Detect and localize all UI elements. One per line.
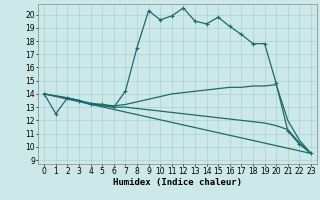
X-axis label: Humidex (Indice chaleur): Humidex (Indice chaleur) — [113, 178, 242, 187]
